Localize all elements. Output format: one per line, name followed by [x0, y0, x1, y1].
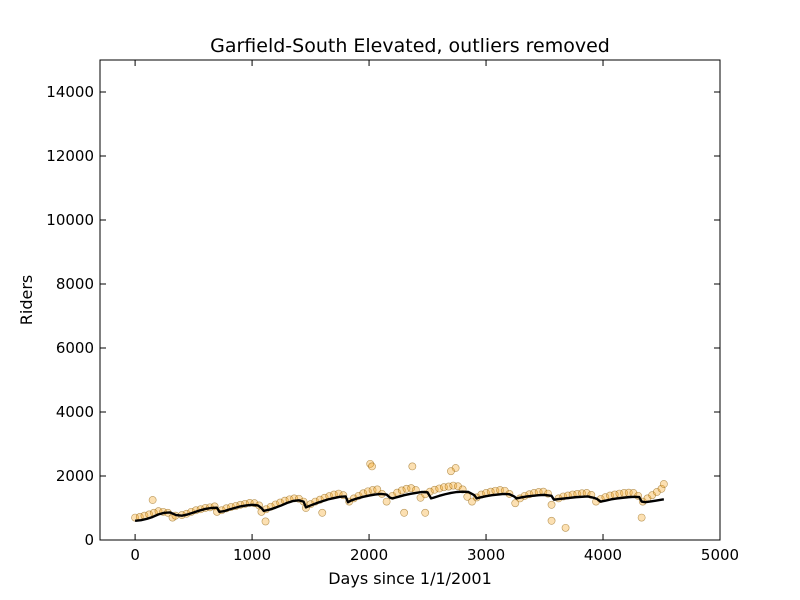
- scatter-point: [397, 486, 406, 495]
- x-tick-label: 2000: [350, 546, 388, 564]
- scatter-point: [261, 517, 270, 526]
- scatter-point: [407, 484, 416, 493]
- trend-line: [134, 490, 665, 522]
- y-tick-label: 0: [84, 531, 94, 549]
- x-tick-label: 5000: [701, 546, 739, 564]
- plot-area: [100, 60, 720, 540]
- scatter-point: [435, 484, 444, 493]
- scatter-point: [408, 462, 417, 471]
- y-tick-label: 10000: [46, 211, 94, 229]
- scatter-point: [148, 496, 157, 504]
- scatter-point: [400, 508, 409, 517]
- scatter-point: [368, 462, 376, 471]
- x-tick-label: 4000: [584, 546, 622, 564]
- y-tick-label: 6000: [56, 339, 94, 357]
- ticks-layer: 0 1000 2000 3000 4000 5000 0 2000 4000 6000 8000 10…: [46, 60, 739, 564]
- y-tick-label: 8000: [56, 275, 94, 293]
- y-tick-label: 12000: [46, 147, 94, 165]
- y-axis-label: Riders: [17, 275, 36, 325]
- scatter-point: [657, 484, 666, 493]
- plot-frame: [99, 59, 721, 541]
- x-tick-label: 0: [130, 546, 140, 564]
- scatter-point: [561, 523, 570, 532]
- scatter-point: [318, 508, 327, 517]
- scatter-point: [511, 499, 520, 508]
- y-tick-label: 14000: [46, 83, 94, 101]
- x-tick-label: 3000: [467, 546, 505, 564]
- scatter-point: [382, 497, 391, 506]
- scatter-point: [637, 513, 646, 522]
- trend-line-layer: [134, 490, 665, 522]
- scatter-point: [547, 516, 556, 525]
- scatter-point: [430, 485, 439, 494]
- scatter-point: [447, 467, 455, 476]
- scatter-point: [421, 508, 430, 517]
- y-tick-label: 2000: [56, 467, 94, 485]
- y-tick-label: 4000: [56, 403, 94, 421]
- chart-title: Garfield-South Elevated, outliers remove…: [210, 35, 610, 57]
- scatter-point: [547, 500, 556, 509]
- scatter-point: [463, 492, 472, 501]
- scatter-point: [444, 482, 453, 491]
- scatter-point: [659, 480, 668, 488]
- x-axis-label: Days since 1/1/2001: [328, 569, 492, 588]
- x-tick-label: 1000: [233, 546, 271, 564]
- scatter-point: [373, 485, 382, 494]
